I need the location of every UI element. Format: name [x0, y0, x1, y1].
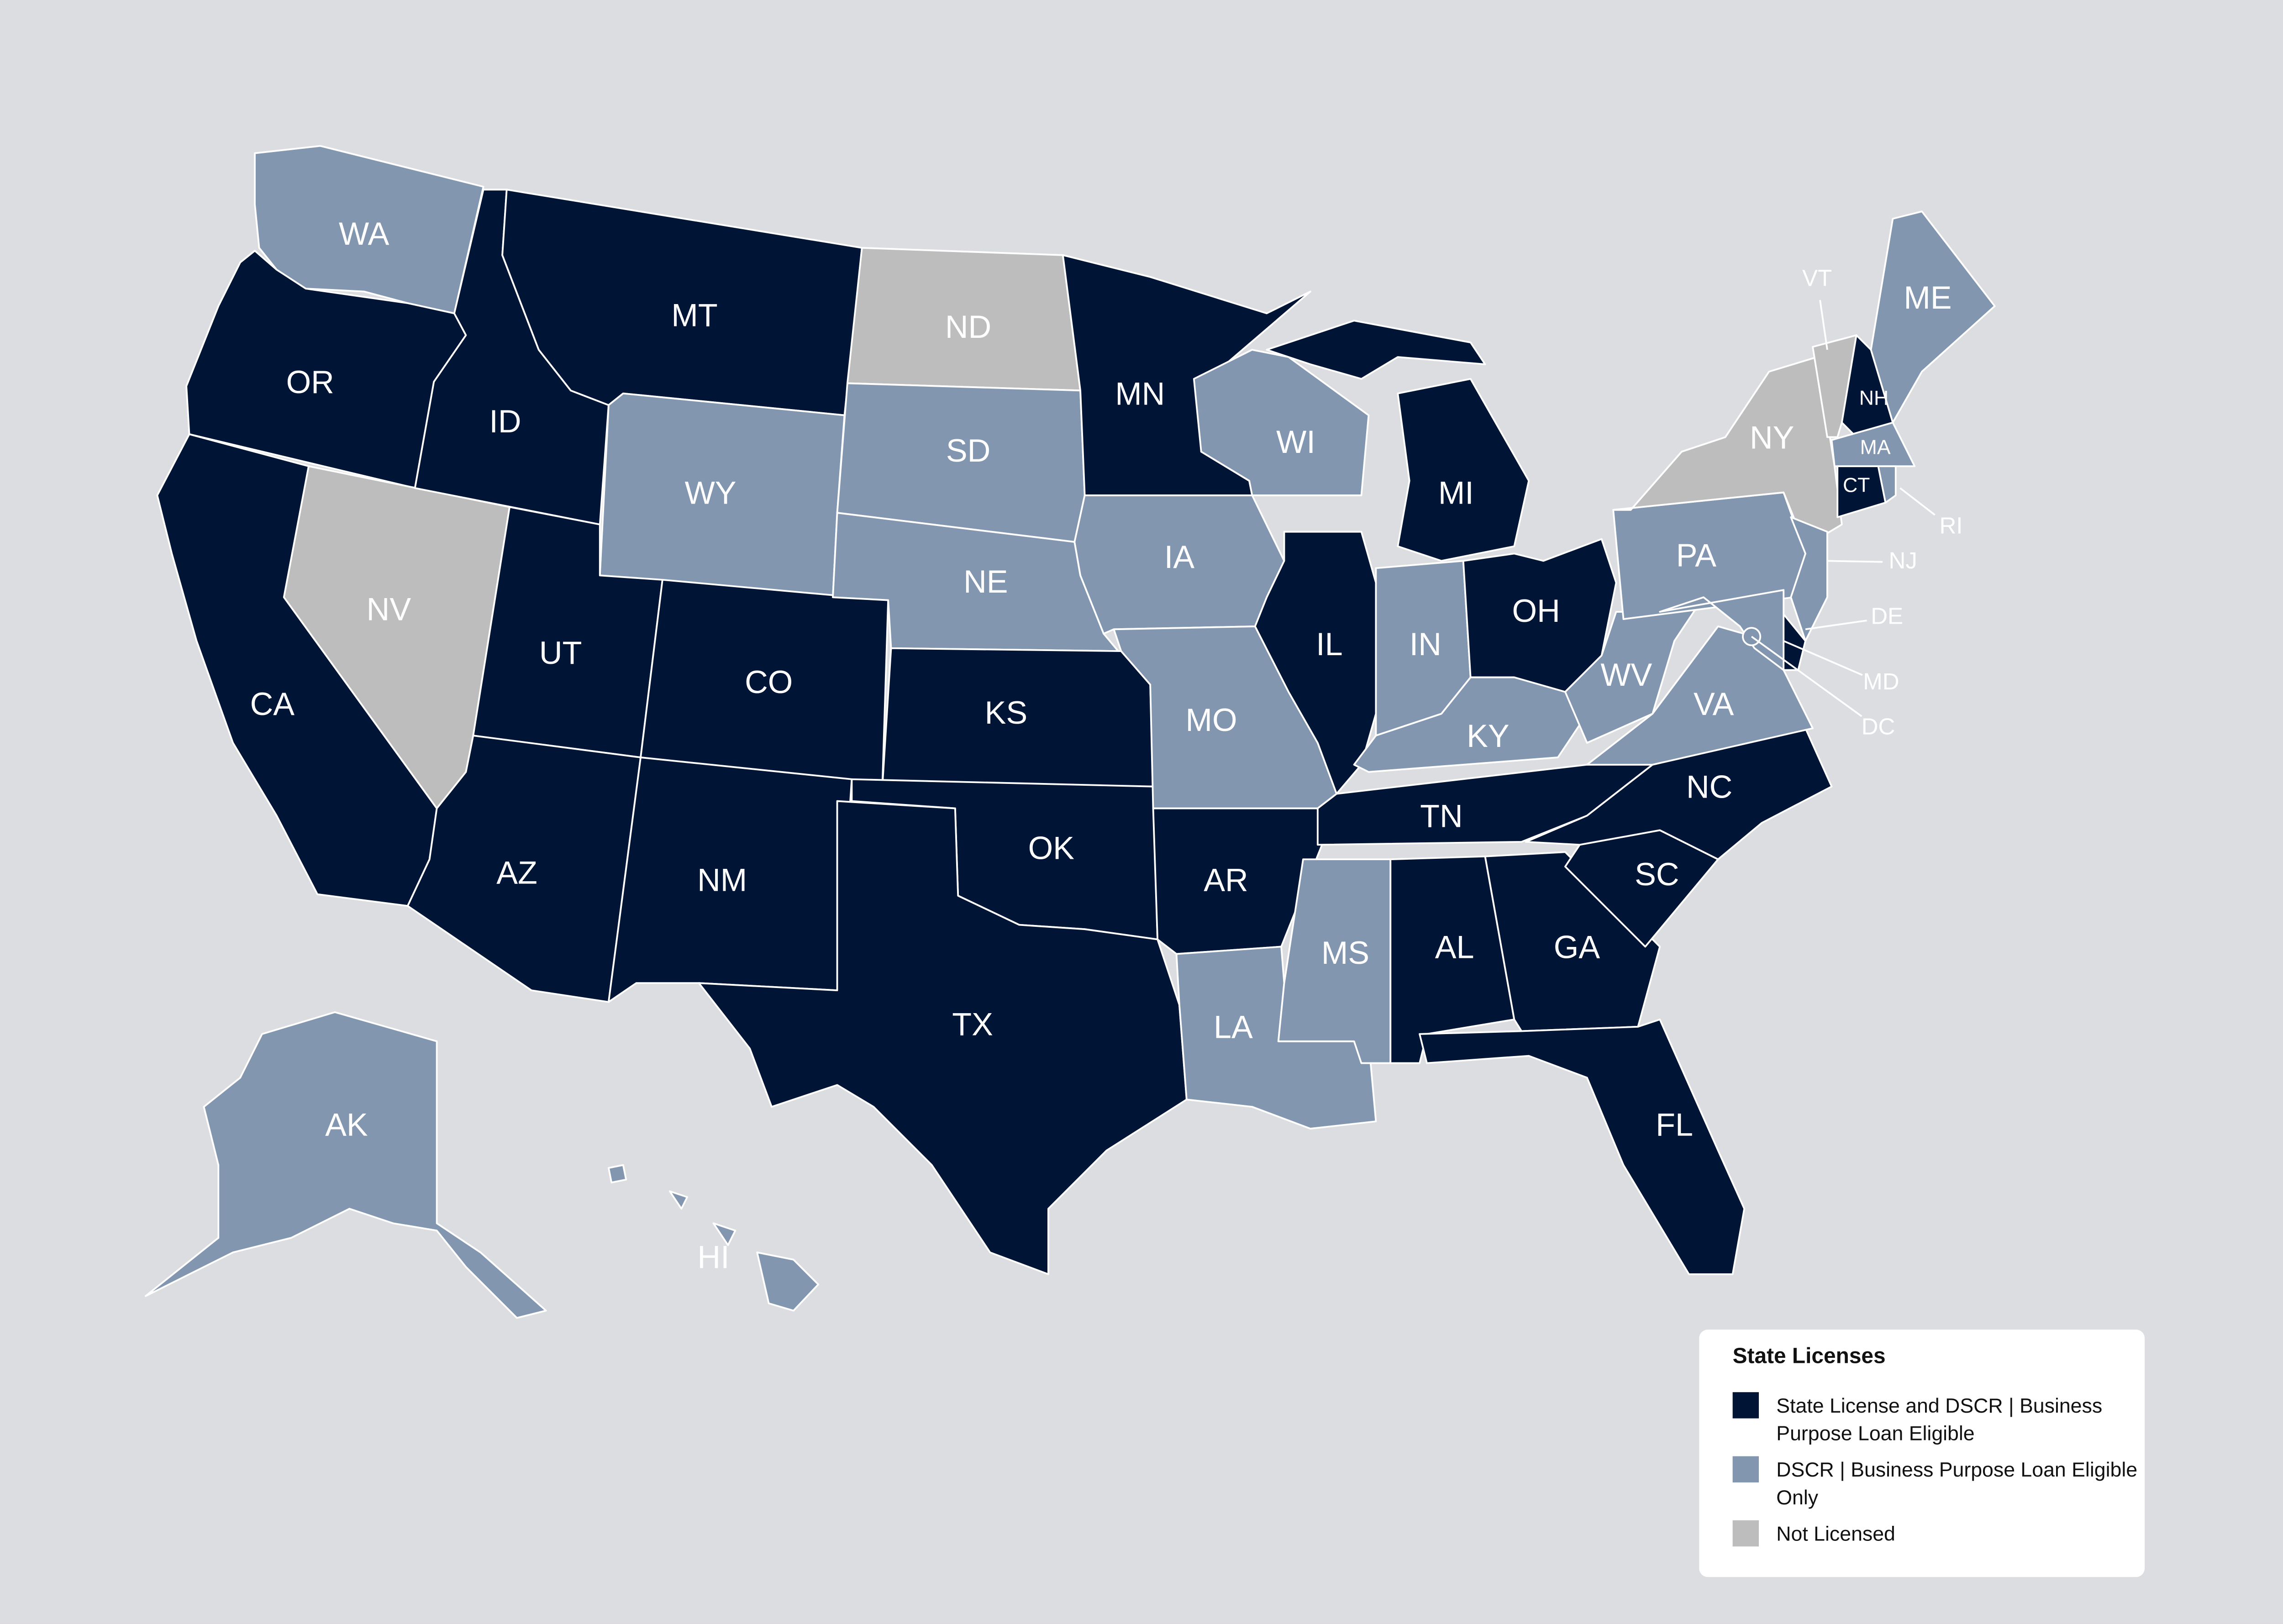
legend-label: State License and DSCR | Business Purpos… — [1776, 1393, 2103, 1445]
legend-swatch — [1732, 1456, 1759, 1482]
state-label: DE — [1871, 603, 1903, 629]
legend: State Licenses State License and DSCR | … — [1699, 1330, 2145, 1577]
state-label: GA — [1554, 929, 1600, 965]
legend-title: State Licenses — [1732, 1344, 1886, 1369]
state-label: CO — [745, 664, 793, 700]
state-label: NE — [963, 563, 1008, 599]
leader-line — [1899, 487, 1936, 516]
leader-line — [1805, 620, 1867, 631]
state-shape — [1812, 334, 1857, 438]
state-label: NH — [1859, 387, 1888, 409]
leader-line — [1783, 640, 1863, 676]
leader-line — [1827, 560, 1883, 563]
state-label: OR — [286, 364, 334, 400]
state-label: MT — [671, 297, 717, 333]
state-shape — [1419, 1018, 1746, 1275]
legend-label: Not Licensed — [1776, 1522, 1895, 1545]
state-label: VT — [1802, 265, 1832, 291]
legend-swatch — [1732, 1392, 1759, 1419]
state-label: DC — [1862, 714, 1895, 740]
state-labels: WA OR CA NV ID MT WY UT CO AZ NM ND SD NE KS OK TX MN IA MO… — [250, 215, 1963, 1275]
state-label: KY — [1467, 718, 1510, 754]
state-label: LA — [1214, 1009, 1253, 1045]
state-shape — [144, 1011, 547, 1319]
state-shape — [1877, 465, 1897, 504]
legend-item: DSCR | Business Purpose Loan Eligible On… — [1732, 1456, 2145, 1512]
state-label: AR — [1204, 862, 1248, 898]
state-label: FL — [1656, 1106, 1693, 1142]
state-shapes — [144, 145, 1996, 1319]
legend-swatch — [1732, 1520, 1759, 1547]
state-label: CT — [1843, 474, 1870, 497]
state-shape — [1193, 349, 1370, 496]
state-label: MN — [1115, 376, 1165, 412]
state-shape — [698, 800, 1188, 1275]
state-label: MS — [1321, 935, 1369, 971]
state-label: ID — [489, 403, 521, 439]
state-label: UT — [539, 635, 582, 671]
state-shape — [607, 1164, 820, 1312]
state-label: MI — [1438, 474, 1474, 510]
state-shape — [1525, 727, 1833, 861]
legend-label: DSCR | Business Purpose Loan Eligible On… — [1776, 1457, 2138, 1509]
state-shape — [1266, 320, 1530, 562]
state-label: WA — [339, 215, 389, 252]
state-label: OK — [1028, 830, 1074, 866]
legend-item: Not Licensed — [1732, 1520, 2145, 1548]
legend-box: State Licenses State License and DSCR | … — [1699, 1330, 2145, 1577]
state-label: SC — [1635, 856, 1679, 892]
state-label: TN — [1420, 798, 1463, 834]
state-label: KS — [985, 694, 1028, 731]
state-shape — [1175, 946, 1377, 1130]
state-label: AK — [325, 1106, 368, 1142]
state-label: IA — [1164, 539, 1194, 575]
state-label: NJ — [1889, 547, 1917, 573]
state-label: NM — [697, 862, 747, 898]
state-label: NC — [1686, 769, 1732, 805]
state-label: MD — [1863, 668, 1899, 694]
state-shape — [1659, 589, 1785, 671]
state-label: AL — [1435, 929, 1474, 965]
state-label: WY — [685, 474, 736, 510]
leader-line — [1751, 636, 1862, 717]
legend-item: State License and DSCR | Business Purpos… — [1732, 1392, 2145, 1447]
state-label: RI — [1939, 513, 1962, 539]
state-label: ME — [1904, 279, 1952, 315]
state-label: SD — [946, 432, 990, 468]
state-label: ND — [945, 309, 991, 345]
state-label: OH — [1512, 593, 1560, 629]
state-label: TX — [952, 1006, 993, 1042]
state-label: NY — [1750, 419, 1794, 455]
state-label: PA — [1676, 537, 1717, 573]
state-label: VA — [1694, 686, 1734, 722]
state-label: HI — [697, 1239, 729, 1275]
state-label: MO — [1186, 702, 1237, 738]
state-label: WI — [1276, 424, 1315, 460]
leader-lines — [1751, 300, 1936, 717]
state-label: NV — [367, 591, 411, 627]
state-label: AZ — [496, 855, 537, 891]
leader-line — [1819, 300, 1828, 350]
state-label: IL — [1316, 626, 1343, 662]
state-label: CA — [250, 686, 295, 722]
state-label: WV — [1600, 657, 1652, 693]
state-label: MA — [1860, 436, 1891, 459]
state-shape — [254, 145, 484, 315]
state-label: IN — [1410, 626, 1441, 662]
state-shape — [1254, 531, 1377, 795]
